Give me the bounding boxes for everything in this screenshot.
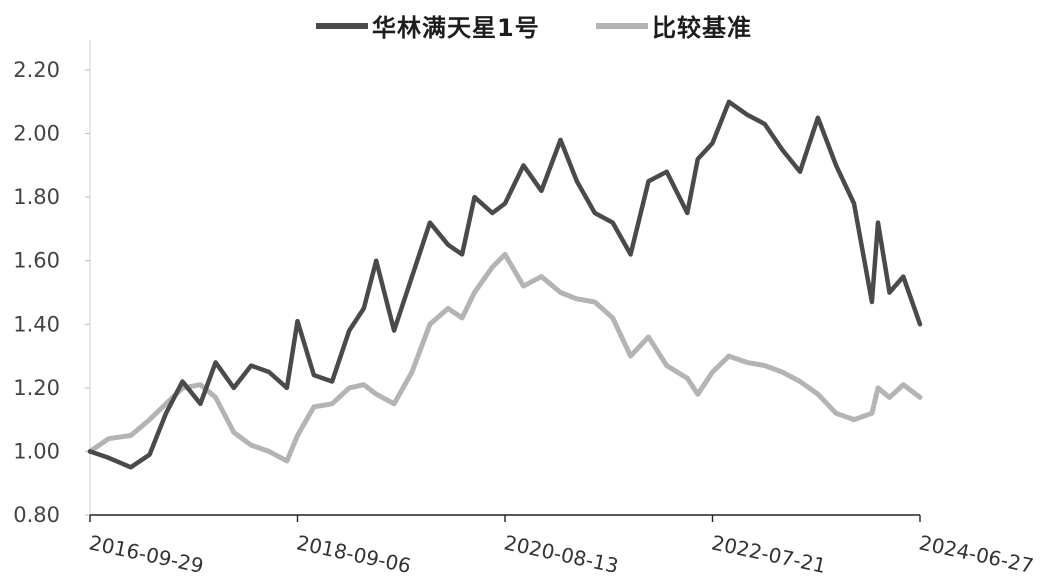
- legend-item-fund: 华林满天星1号: [316, 8, 540, 43]
- legend-label-fund: 华林满天星1号: [372, 14, 540, 42]
- x-tick-label: 2020-08-13: [502, 530, 621, 578]
- x-tick-label: 2016-09-29: [87, 530, 206, 578]
- x-tick-label: 2018-09-06: [294, 530, 413, 578]
- y-tick-label: 2.00: [13, 122, 60, 146]
- y-tick-label: 2.20: [13, 58, 60, 82]
- series-line-fund: [87, 99, 923, 470]
- x-tick-label: 2022-07-21: [709, 530, 828, 578]
- series-line-benchmark: [87, 251, 923, 464]
- y-tick-label: 1.60: [13, 249, 60, 273]
- x-tick-label: 2024-06-27: [917, 530, 1036, 578]
- y-tick-label: 1.20: [13, 376, 60, 400]
- y-tick-label: 1.00: [13, 439, 60, 463]
- y-tick-label: 1.40: [13, 312, 60, 336]
- series-lines: [87, 99, 923, 470]
- x-axis: 2016-09-29 2018-09-06 2020-08-13 2022-07-21…: [87, 514, 1036, 578]
- chart-legend: 华林满天星1号 比较基准: [0, 4, 1046, 42]
- legend-label-benchmark: 比较基准: [652, 14, 752, 42]
- legend-item-benchmark: 比较基准: [596, 8, 752, 43]
- y-tick-label: 1.80: [13, 185, 60, 209]
- y-axis: 0.80 1.00 1.20 1.40 1.60 1.80 2.00 2.20: [13, 40, 91, 527]
- legend-swatch-fund: [316, 22, 368, 29]
- y-tick-label: 0.80: [13, 503, 60, 527]
- legend-swatch-benchmark: [596, 22, 648, 29]
